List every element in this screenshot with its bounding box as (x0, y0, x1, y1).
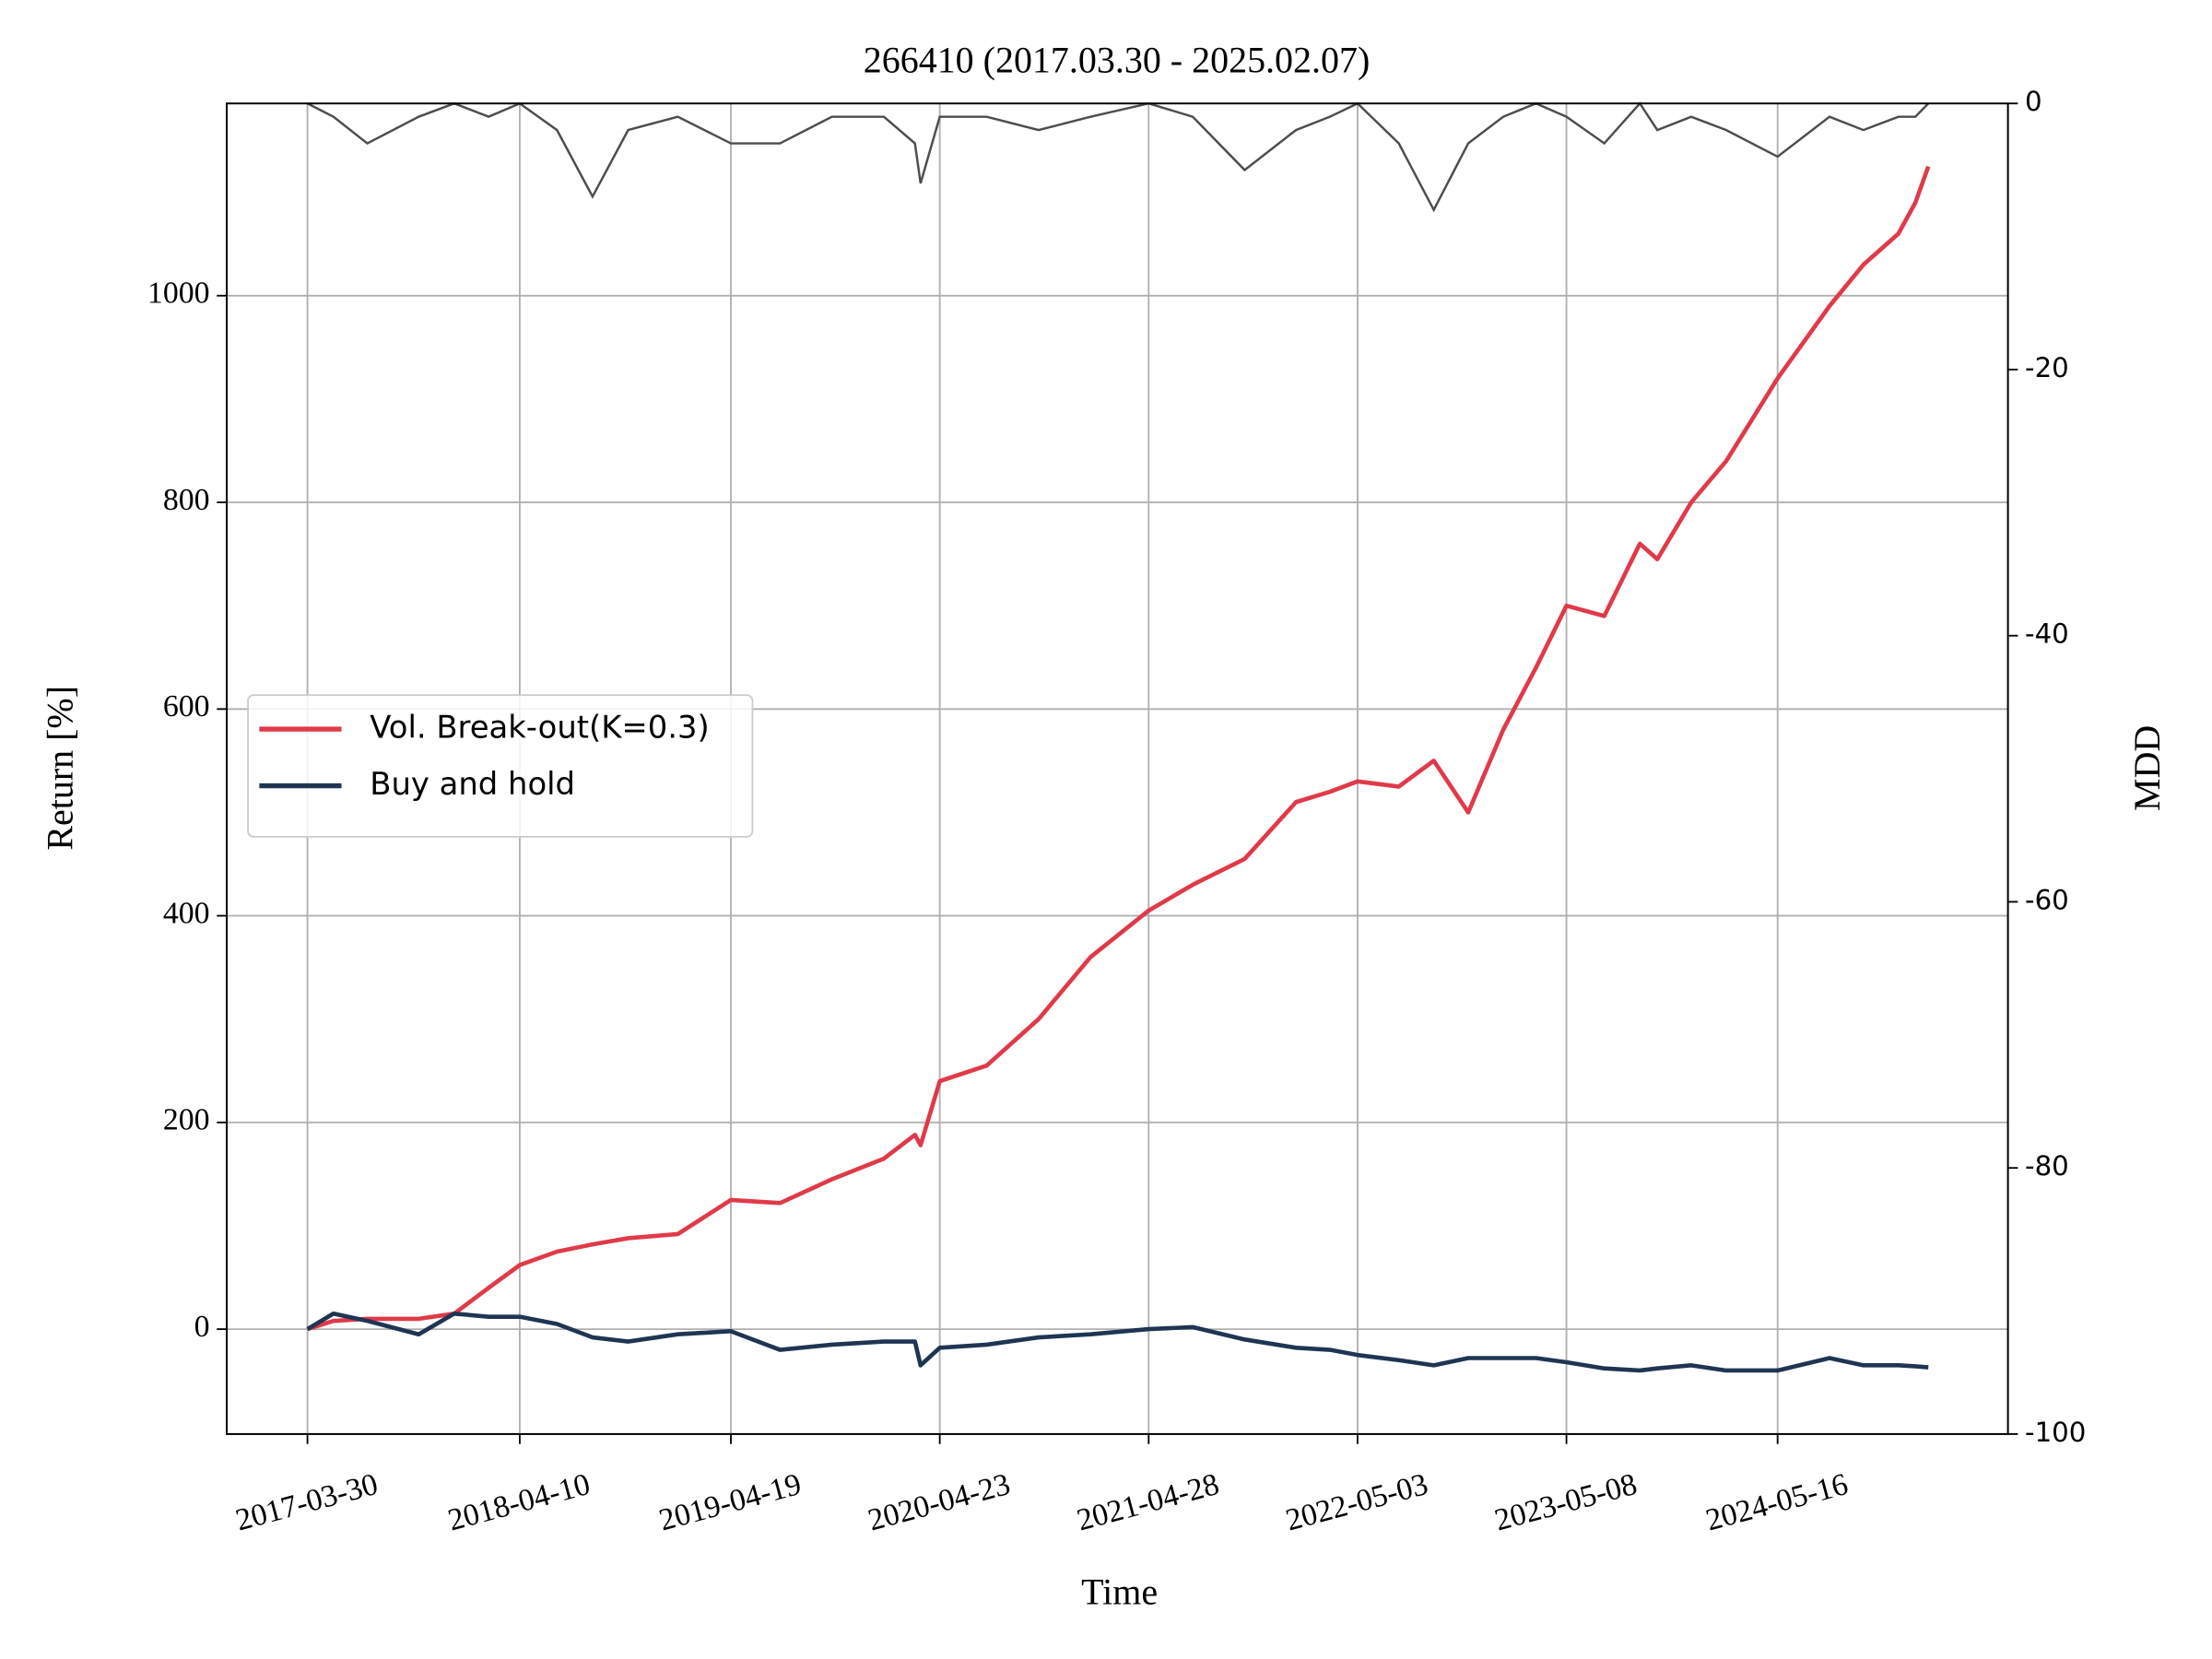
y-tick-label: 400 (163, 896, 210, 930)
legend-frame (247, 694, 754, 838)
y2-tick-label: -100 (2025, 1417, 2086, 1448)
y-tick-label: 200 (163, 1103, 210, 1137)
chart-title: 266410 (2017.03.30 - 2025.02.07) (864, 39, 1371, 80)
y2-axis-label: MDD (2126, 725, 2168, 811)
y2-tick-label: -80 (2025, 1150, 2069, 1182)
y2-tick-label: -60 (2025, 884, 2069, 915)
series-line (306, 1311, 1929, 1373)
legend: Vol. Break-out(K=0.3) Buy and hold (247, 694, 754, 838)
series-line (306, 165, 1931, 1332)
y-axis-label: Return [%] (39, 686, 80, 851)
y2-tick-label: 0 (2025, 86, 2042, 117)
x-axis-label: Time (1081, 1571, 1158, 1612)
mdd-line (307, 101, 1930, 213)
y-tick-label: 0 (194, 1310, 210, 1344)
legend-label: Vol. Break-out(K=0.3) (370, 710, 709, 746)
legend-label: Buy and hold (370, 766, 575, 802)
y2-tick-label: -40 (2025, 618, 2069, 650)
y-tick-label: 800 (163, 483, 210, 517)
y2-tick-label: -20 (2025, 352, 2069, 383)
y-tick-label: 1000 (147, 276, 210, 311)
y-tick-label: 600 (163, 689, 210, 724)
plot-area (306, 101, 1931, 1373)
axes-frame (225, 102, 2009, 1435)
